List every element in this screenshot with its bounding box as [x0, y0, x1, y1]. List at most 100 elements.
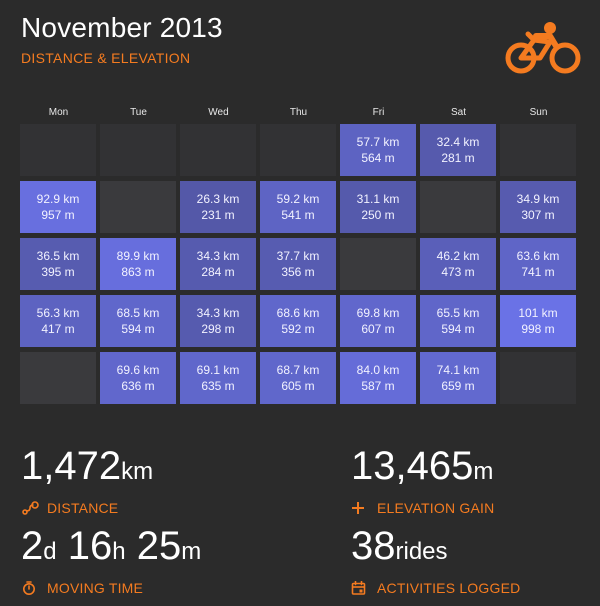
day-elevation: 594 m — [121, 322, 155, 336]
day-distance: 26.3 km — [196, 192, 240, 206]
calendar-grid: 57.7 km 564 m 32.4 km 281 m 92.9 km 957 m 26.3… — [20, 124, 580, 406]
day-distance: 69.6 km — [116, 363, 160, 377]
day-elevation: 541 m — [281, 208, 315, 222]
activities-value: 38 — [351, 524, 396, 568]
day-label: Thu — [289, 107, 308, 118]
calendar-day-cell: 34.3 km 298 m — [180, 295, 256, 347]
calendar-day-cell: 84.0 km 587 m — [340, 352, 416, 404]
day-elevation: 636 m — [121, 379, 155, 393]
calendar-day-cell — [20, 352, 96, 404]
calendar-day-cell: 26.3 km 231 m — [180, 181, 256, 233]
calendar-day-cell: 57.7 km 564 m — [340, 124, 416, 176]
elevation-label: ELEVATION GAIN — [377, 500, 495, 516]
day-elevation: 564 m — [361, 151, 395, 165]
day-elevation: 473 m — [441, 265, 475, 279]
weekday-header: Mon Tue Wed Thu Fri Sat Sun — [20, 107, 580, 121]
plus-icon — [352, 502, 364, 514]
day-elevation: 307 m — [521, 208, 555, 222]
elevation-unit: m — [473, 458, 494, 485]
day-elevation: 594 m — [441, 322, 475, 336]
calendar-day-cell: 74.1 km 659 m — [420, 352, 496, 404]
day-elevation: 741 m — [521, 265, 555, 279]
calendar-day-cell: 65.5 km 594 m — [420, 295, 496, 347]
day-distance: 69.1 km — [196, 363, 240, 377]
day-label: Wed — [208, 107, 229, 118]
elevation-value: 13,465 — [351, 444, 474, 488]
calendar-day-cell — [20, 124, 96, 176]
calendar-day-cell: 56.3 km 417 m — [20, 295, 96, 347]
day-elevation: 659 m — [441, 379, 475, 393]
day-distance: 34.9 km — [516, 192, 560, 206]
calendar-day-cell: 68.5 km 594 m — [100, 295, 176, 347]
distance-unit: km — [121, 458, 154, 485]
day-elevation: 417 m — [41, 322, 75, 336]
day-distance: 89.9 km — [116, 249, 160, 263]
moving-hours-unit: h — [112, 538, 126, 565]
calendar-day-cell: 34.3 km 284 m — [180, 238, 256, 290]
distance-value: 1,472 — [21, 444, 122, 488]
day-distance: 84.0 km — [356, 363, 400, 377]
day-distance: 68.6 km — [276, 306, 320, 320]
day-distance: 92.9 km — [36, 192, 80, 206]
moving-days-unit: d — [43, 538, 57, 565]
activities-label: ACTIVITIES LOGGED — [377, 580, 521, 596]
cyclist-icon — [505, 22, 581, 74]
day-elevation: 592 m — [281, 322, 315, 336]
activities-unit: rides — [395, 538, 448, 565]
calendar-icon — [351, 581, 366, 595]
page-title: November 2013 — [21, 12, 223, 43]
day-distance: 69.8 km — [356, 306, 400, 320]
day-label: Tue — [130, 107, 147, 118]
route-pin-icon — [22, 501, 39, 515]
calendar-day-cell: 69.8 km 607 m — [340, 295, 416, 347]
day-elevation: 957 m — [41, 208, 75, 222]
day-label: Fri — [372, 107, 385, 118]
calendar-day-cell: 69.1 km 635 m — [180, 352, 256, 404]
day-distance: 57.7 km — [356, 135, 400, 149]
day-distance: 32.4 km — [436, 135, 480, 149]
day-elevation: 395 m — [41, 265, 75, 279]
calendar-day-cell: 59.2 km 541 m — [260, 181, 336, 233]
day-label: Sat — [450, 107, 466, 118]
moving-minutes-value: 25 — [136, 524, 182, 568]
day-distance: 59.2 km — [276, 192, 320, 206]
day-distance: 68.7 km — [276, 363, 320, 377]
page-subtitle: DISTANCE & ELEVATION — [21, 50, 191, 66]
day-distance: 36.5 km — [36, 249, 80, 263]
day-distance: 56.3 km — [36, 306, 80, 320]
calendar-day-cell: 89.9 km 863 m — [100, 238, 176, 290]
calendar-day-cell — [100, 181, 176, 233]
day-distance: 34.3 km — [196, 249, 240, 263]
day-elevation: 998 m — [521, 322, 555, 336]
calendar-day-cell: 63.6 km 741 m — [500, 238, 576, 290]
moving-minutes-unit: m — [181, 538, 202, 565]
calendar-day-cell — [340, 238, 416, 290]
moving-time-label: MOVING TIME — [47, 580, 144, 596]
day-elevation: 250 m — [361, 208, 395, 222]
stat-moving-time: 2d 16h 25m MOVING TIME — [21, 526, 321, 606]
calendar-day-cell: 32.4 km 281 m — [420, 124, 496, 176]
distance-label: DISTANCE — [47, 500, 119, 516]
stopwatch-icon — [23, 581, 35, 595]
calendar-day-cell: 68.7 km 605 m — [260, 352, 336, 404]
moving-days-value: 2 — [21, 524, 44, 568]
day-elevation: 863 m — [121, 265, 155, 279]
stat-distance: 1,472km DISTANCE — [21, 446, 301, 526]
calendar-day-cell: 101 km 998 m — [500, 295, 576, 347]
day-elevation: 587 m — [361, 379, 395, 393]
calendar-day-cell: 92.9 km 957 m — [20, 181, 96, 233]
calendar-day-cell: 69.6 km 636 m — [100, 352, 176, 404]
day-elevation: 607 m — [361, 322, 395, 336]
day-elevation: 231 m — [201, 208, 235, 222]
stat-elevation: 13,465m ELEVATION GAIN — [351, 446, 591, 526]
day-distance: 101 km — [518, 306, 558, 320]
calendar-day-cell: 36.5 km 395 m — [20, 238, 96, 290]
day-distance: 31.1 km — [356, 192, 400, 206]
calendar-day-cell: 34.9 km 307 m — [500, 181, 576, 233]
day-elevation: 356 m — [281, 265, 315, 279]
day-label: Mon — [48, 107, 69, 118]
calendar-day-cell — [180, 124, 256, 176]
day-label: Sun — [529, 107, 548, 118]
day-distance: 46.2 km — [436, 249, 480, 263]
moving-hours-value: 16 — [67, 524, 113, 568]
